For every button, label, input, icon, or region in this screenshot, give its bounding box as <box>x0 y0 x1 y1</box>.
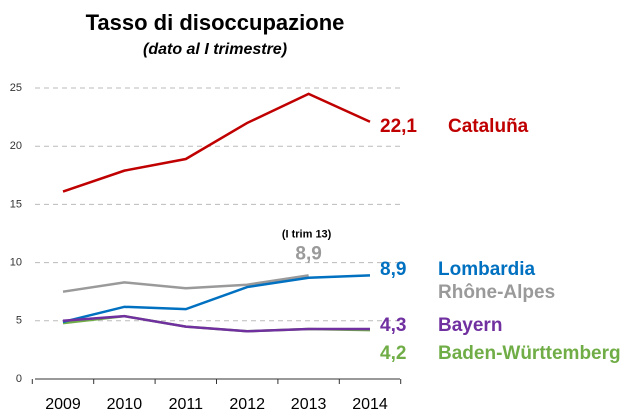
legend-label: Baden-Württemberg <box>438 343 621 364</box>
y-tick-label: 10 <box>10 257 22 269</box>
legend-label: Cataluña <box>448 116 529 137</box>
value-label: 4,2 <box>380 343 406 364</box>
y-tick-label: 25 <box>10 82 22 94</box>
y-tick-label: 15 <box>10 198 22 210</box>
legend-label: Lombardia <box>438 259 536 280</box>
chart-title: Tasso di disoccupazione <box>86 10 345 35</box>
value-label: 22,1 <box>380 116 417 137</box>
x-tick-label: 2011 <box>169 396 204 412</box>
y-tick-label: 0 <box>16 373 22 385</box>
value-label: 4,3 <box>380 315 406 336</box>
x-tick-label: 2009 <box>45 396 81 412</box>
value-label: 8,9 <box>295 243 321 264</box>
series-line <box>62 274 371 324</box>
legend-label: Bayern <box>438 315 502 336</box>
legend-label: Rhône-Alpes <box>438 282 555 303</box>
x-tick-label: 2014 <box>352 396 388 412</box>
series-line <box>62 314 370 333</box>
chart-subtitle: (dato al I trimestre) <box>143 41 287 58</box>
x-tick-label: 2010 <box>107 396 143 412</box>
y-tick-label: 20 <box>10 140 22 152</box>
y-tick-label: 5 <box>16 315 22 327</box>
value-label: 8,9 <box>380 259 406 280</box>
x-tick-label: 2013 <box>291 396 327 412</box>
series-line <box>62 92 371 193</box>
series-line <box>62 274 309 293</box>
annotation: (I trim 13) <box>282 228 332 240</box>
x-tick-label: 2012 <box>229 396 265 412</box>
